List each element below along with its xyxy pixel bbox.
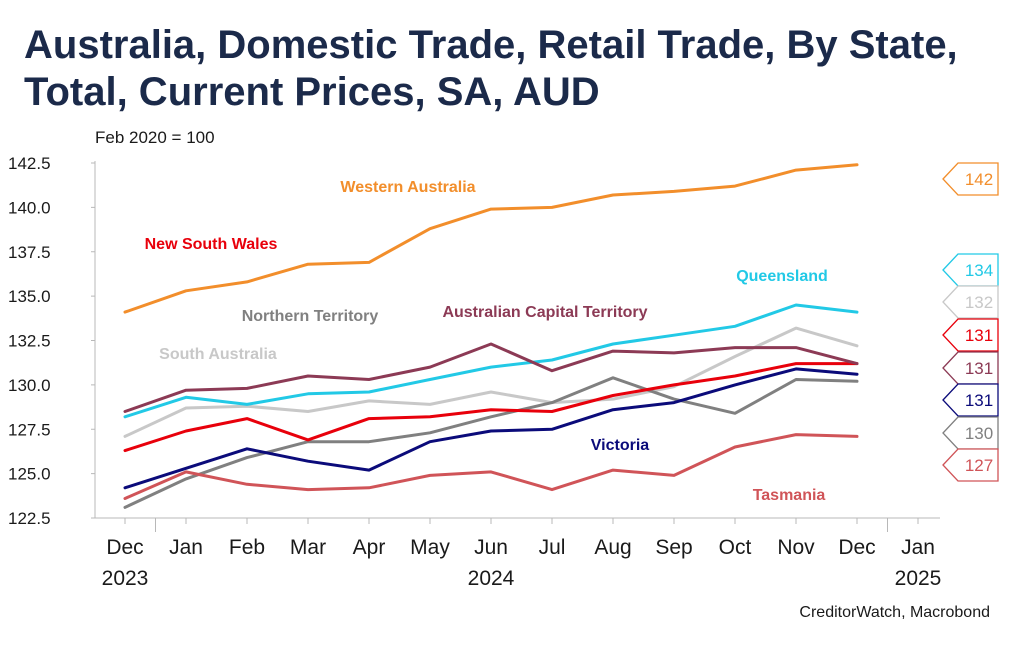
y-tick-label: 130.0 [8, 376, 51, 395]
x-tick-label-month: Feb [229, 536, 265, 559]
series-line-south-australia [123, 326, 859, 438]
end-value-label-queensland: 134 [965, 261, 993, 280]
series-label-victoria: Victoria [591, 437, 650, 454]
index-base-note: Feb 2020 = 100 [95, 128, 215, 147]
x-tick-label-month: Apr [353, 536, 386, 559]
end-value-label-australian-capital-territory: 131 [965, 359, 993, 378]
end-value-tag-new-south-wales [942, 318, 999, 352]
end-value-tag-western-australia [942, 162, 999, 196]
source-credit: CreditorWatch, Macrobond [799, 604, 990, 621]
x-tick-label-year: 2025 [895, 567, 942, 590]
x-tick-label-month: Aug [594, 536, 631, 559]
series-line-new-south-wales [123, 362, 859, 453]
y-tick-label: 137.5 [8, 243, 51, 262]
x-tick-label-month: Dec [106, 536, 143, 559]
x-tick-label-month: Jan [901, 536, 935, 559]
end-value-tag-tasmania [942, 448, 999, 482]
series-label-northern-territory: Northern Territory [242, 308, 379, 325]
end-value-tag-northern-territory [942, 416, 999, 450]
series-line-victoria [123, 367, 859, 490]
x-tick-label-month: Oct [719, 536, 752, 559]
y-tick-label: 127.5 [8, 420, 51, 439]
y-tick-label: 122.5 [8, 509, 51, 528]
y-tick-label: 132.5 [8, 332, 51, 351]
series-label-new-south-wales: New South Wales [145, 236, 278, 253]
end-value-tag-queensland [942, 253, 999, 287]
end-value-label-new-south-wales: 131 [965, 326, 993, 345]
x-tick-label-year: 2024 [468, 567, 515, 590]
end-value-label-northern-territory: 130 [965, 424, 993, 443]
series-label-queensland: Queensland [736, 268, 828, 285]
x-tick-label-month: Jun [474, 536, 508, 559]
x-tick-label-month: Mar [290, 536, 326, 559]
end-value-label-south-australia: 132 [965, 293, 993, 312]
x-tick-label-year: 2023 [102, 567, 149, 590]
chart-title: Australia, Domestic Trade, Retail Trade,… [24, 23, 958, 114]
end-value-label-victoria: 131 [965, 391, 993, 410]
series-label-south-australia: South Australia [159, 346, 277, 363]
x-tick-label-month: May [410, 536, 450, 559]
series-line-tasmania [123, 433, 859, 500]
series-label-western-australia: Western Australia [340, 179, 475, 196]
x-tick-label-month: Jul [539, 536, 566, 559]
y-tick-label: 125.0 [8, 465, 51, 484]
series-label-australian-capital-territory: Australian Capital Territory [442, 304, 647, 321]
end-value-tag-south-australia [942, 285, 999, 319]
x-tick-label-month: Nov [777, 536, 815, 559]
end-value-tag-australian-capital-territory [942, 351, 999, 385]
series-line-western-australia [123, 163, 859, 314]
end-value-tag-victoria [942, 383, 999, 417]
x-tick-label-month: Sep [655, 536, 692, 559]
series-line-northern-territory [123, 376, 859, 509]
end-value-label-tasmania: 127 [965, 456, 993, 475]
series-line-australian-capital-territory [123, 342, 859, 413]
y-tick-label: 142.5 [8, 154, 51, 173]
series-label-tasmania: Tasmania [753, 487, 826, 504]
x-tick-label-month: Jan [169, 536, 203, 559]
y-tick-label: 135.0 [8, 287, 51, 306]
series-line-queensland [123, 303, 859, 419]
end-value-label-western-australia: 142 [965, 170, 993, 189]
y-tick-label: 140.0 [8, 198, 51, 217]
x-tick-label-month: Dec [838, 536, 875, 559]
